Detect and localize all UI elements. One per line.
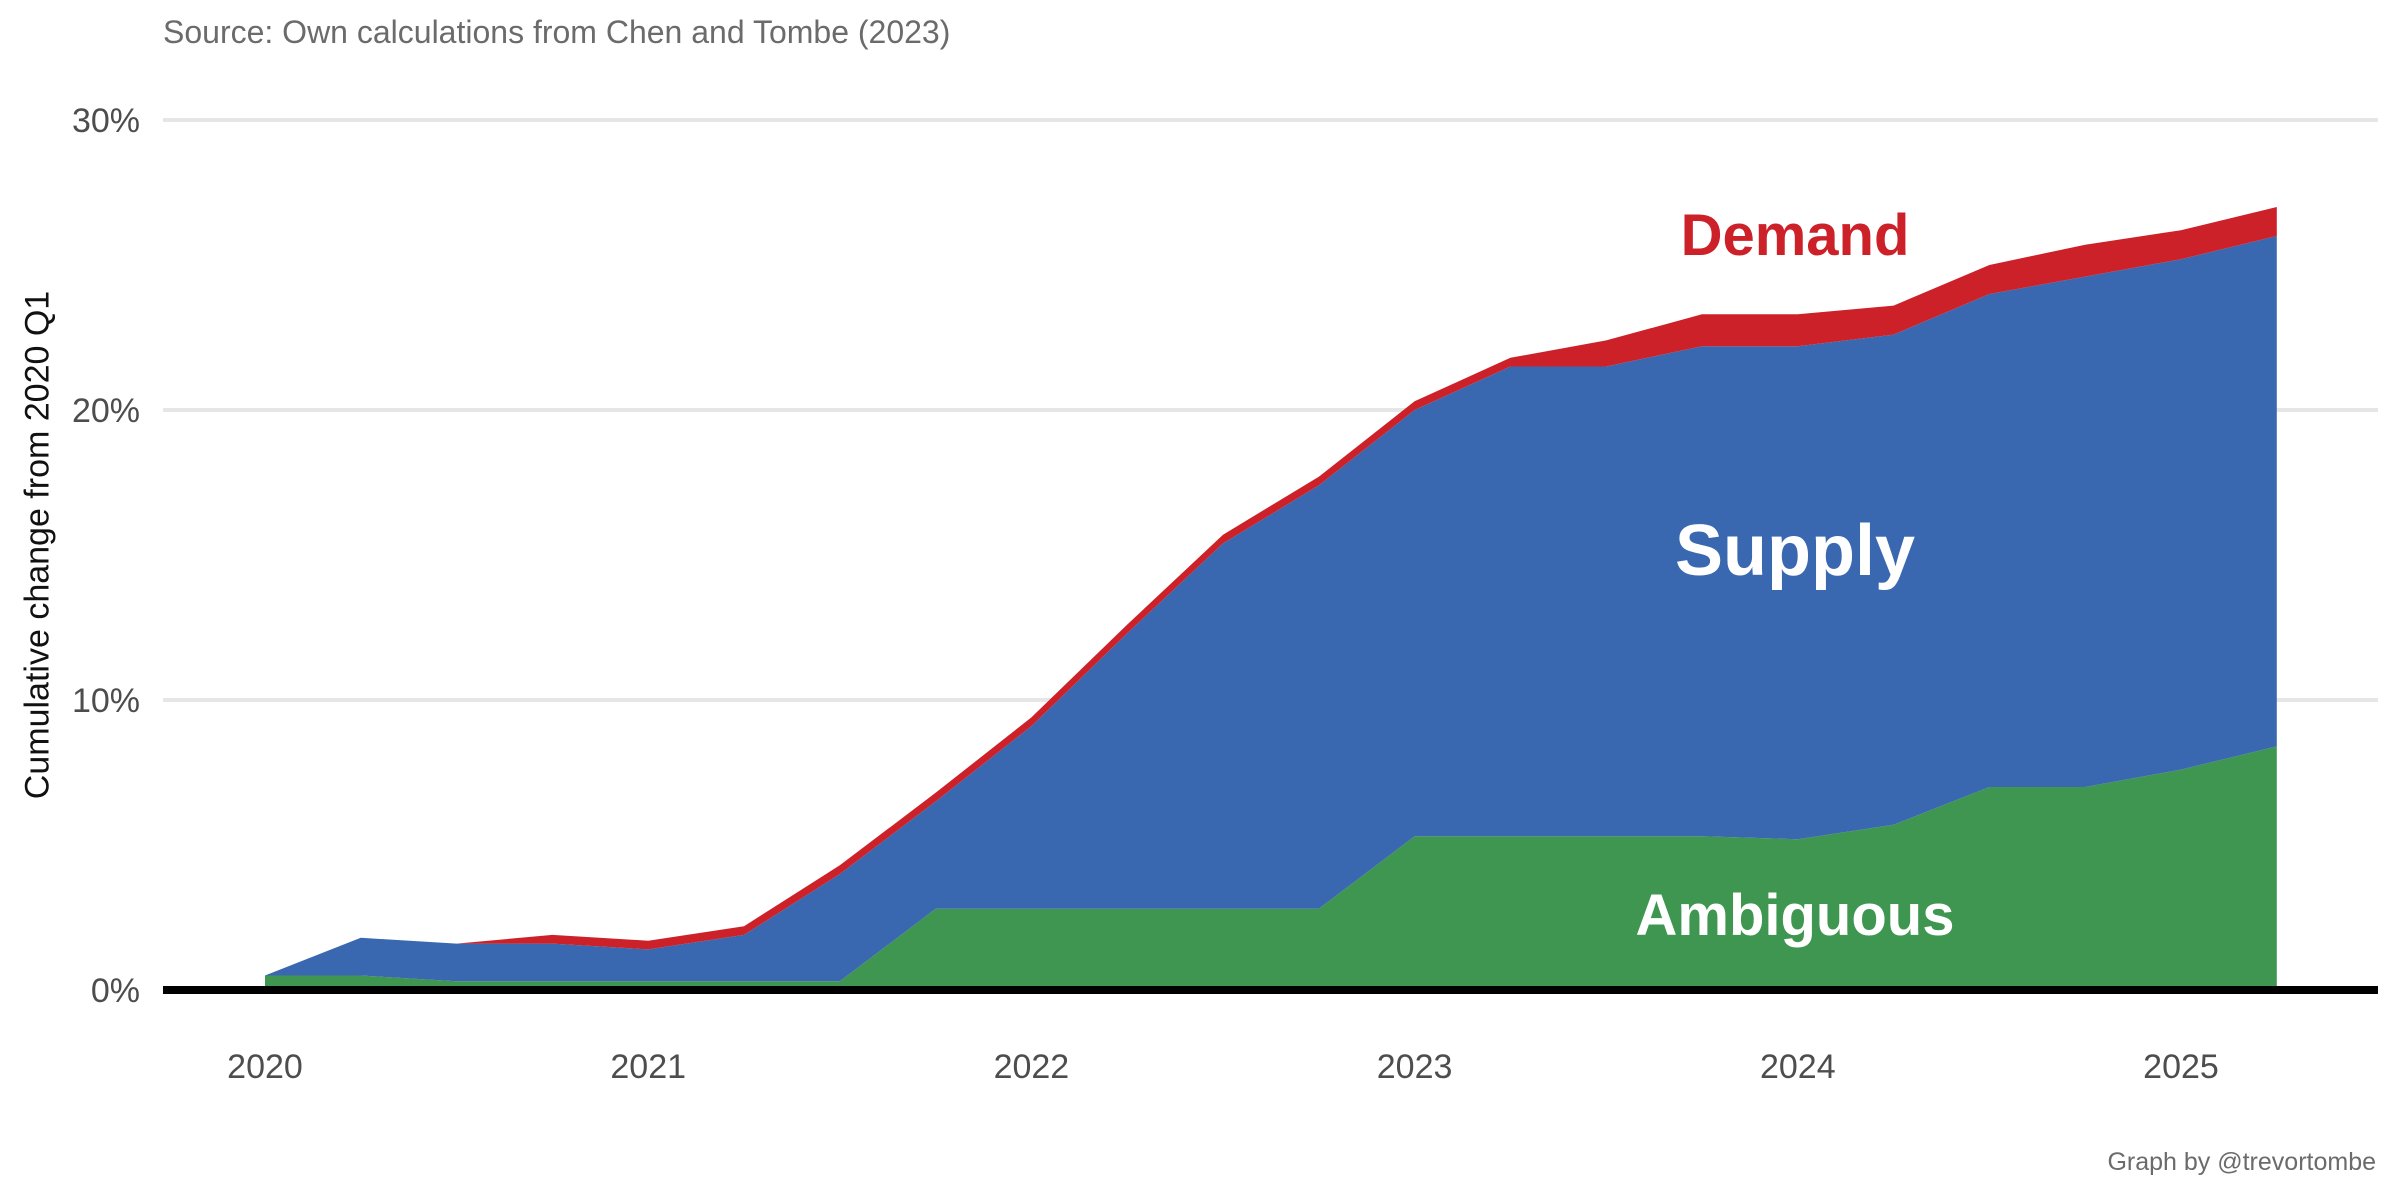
x-tick-label: 2024: [1760, 1048, 1836, 1086]
y-tick-label: 0%: [91, 972, 140, 1010]
area-supply: [265, 236, 2277, 982]
y-tick-label: 10%: [72, 682, 140, 720]
x-tick-label: 2020: [227, 1048, 303, 1086]
source-note: Source: Own calculations from Chen and T…: [163, 14, 951, 50]
series-label-demand: Demand: [1681, 203, 1910, 268]
area-ambiguous: [265, 746, 2277, 990]
x-tick-label: 2025: [2143, 1048, 2219, 1086]
x-tick-label: 2022: [994, 1048, 1070, 1086]
y-tick-label: 20%: [72, 392, 140, 430]
series-label-ambiguous: Ambiguous: [1636, 883, 1955, 948]
x-tick-label: 2023: [1377, 1048, 1453, 1086]
series-label-supply: Supply: [1675, 511, 1915, 591]
x-tick-label: 2021: [610, 1048, 686, 1086]
y-tick-label: 30%: [72, 102, 140, 140]
graph-credit: Graph by @trevortombe: [2107, 1148, 2376, 1176]
